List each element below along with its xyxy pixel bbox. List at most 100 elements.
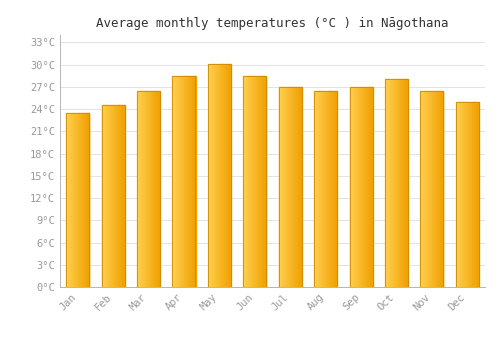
Bar: [257, 76, 258, 287]
Bar: [254, 76, 255, 287]
Bar: [156, 91, 157, 287]
Bar: [175, 76, 176, 287]
Bar: [183, 76, 184, 287]
Bar: [428, 91, 429, 287]
Bar: [331, 91, 332, 287]
Bar: [211, 64, 212, 287]
Bar: [421, 91, 422, 287]
Bar: [300, 87, 301, 287]
Bar: [314, 91, 315, 287]
Bar: [82, 113, 83, 287]
Bar: [478, 102, 479, 287]
Bar: [476, 102, 478, 287]
Bar: [86, 113, 87, 287]
Bar: [358, 87, 359, 287]
Bar: [420, 91, 421, 287]
Bar: [316, 91, 318, 287]
Bar: [355, 87, 356, 287]
Bar: [224, 64, 225, 287]
Bar: [469, 102, 470, 287]
Bar: [102, 105, 103, 287]
Bar: [429, 91, 430, 287]
Bar: [431, 91, 432, 287]
Bar: [76, 113, 77, 287]
Bar: [194, 76, 195, 287]
Bar: [157, 91, 158, 287]
Bar: [255, 76, 256, 287]
Bar: [470, 102, 471, 287]
Bar: [324, 91, 325, 287]
Bar: [282, 87, 284, 287]
Bar: [77, 113, 78, 287]
Bar: [122, 105, 123, 287]
Bar: [246, 76, 247, 287]
Bar: [120, 105, 121, 287]
Bar: [213, 64, 214, 287]
Bar: [356, 87, 358, 287]
Bar: [314, 91, 337, 287]
Bar: [227, 64, 228, 287]
Bar: [401, 79, 402, 287]
Bar: [425, 91, 426, 287]
Bar: [250, 76, 251, 287]
Bar: [178, 76, 180, 287]
Bar: [354, 87, 355, 287]
Bar: [88, 113, 90, 287]
Bar: [151, 91, 152, 287]
Bar: [387, 79, 388, 287]
Bar: [182, 76, 184, 287]
Bar: [367, 87, 368, 287]
Bar: [468, 102, 469, 287]
Bar: [284, 87, 285, 287]
Bar: [218, 64, 220, 287]
Bar: [437, 91, 438, 287]
Bar: [434, 91, 435, 287]
Bar: [461, 102, 462, 287]
Bar: [351, 87, 352, 287]
Bar: [221, 64, 222, 287]
Bar: [285, 87, 286, 287]
Bar: [138, 91, 140, 287]
Bar: [368, 87, 370, 287]
Bar: [79, 113, 80, 287]
Bar: [152, 91, 153, 287]
Bar: [350, 87, 351, 287]
Bar: [142, 91, 143, 287]
Bar: [327, 91, 328, 287]
Bar: [336, 91, 337, 287]
Bar: [87, 113, 88, 287]
Bar: [290, 87, 291, 287]
Bar: [352, 87, 354, 287]
Bar: [187, 76, 188, 287]
Bar: [216, 64, 217, 287]
Bar: [84, 113, 86, 287]
Bar: [78, 113, 80, 287]
Bar: [399, 79, 400, 287]
Bar: [402, 79, 404, 287]
Bar: [278, 87, 280, 287]
Bar: [66, 113, 89, 287]
Bar: [68, 113, 70, 287]
Bar: [158, 91, 160, 287]
Bar: [280, 87, 281, 287]
Bar: [67, 113, 68, 287]
Bar: [223, 64, 224, 287]
Bar: [296, 87, 297, 287]
Bar: [260, 76, 261, 287]
Bar: [214, 64, 215, 287]
Bar: [278, 87, 301, 287]
Bar: [104, 105, 106, 287]
Bar: [459, 102, 460, 287]
Bar: [386, 79, 388, 287]
Bar: [350, 87, 372, 287]
Bar: [291, 87, 292, 287]
Bar: [396, 79, 398, 287]
Bar: [332, 91, 334, 287]
Bar: [188, 76, 190, 287]
Bar: [74, 113, 76, 287]
Bar: [321, 91, 322, 287]
Bar: [140, 91, 141, 287]
Bar: [191, 76, 192, 287]
Bar: [335, 91, 336, 287]
Bar: [298, 87, 300, 287]
